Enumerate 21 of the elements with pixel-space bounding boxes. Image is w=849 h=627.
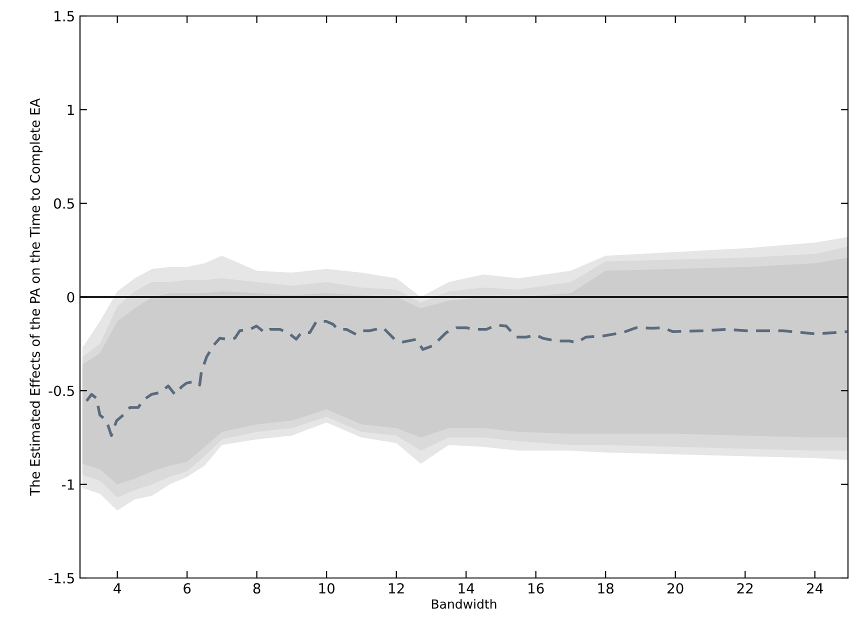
x-tick-label: 18 xyxy=(598,583,614,594)
x-tick-label: 22 xyxy=(737,583,753,594)
x-tick-label: 20 xyxy=(668,583,684,594)
x-tick-label: 14 xyxy=(458,583,474,594)
y-tick-label: 0.5 xyxy=(54,198,74,209)
x-tick-label: 4 xyxy=(114,583,121,594)
x-tick-label: 10 xyxy=(319,583,334,594)
x-tick-label: 16 xyxy=(528,583,544,594)
line-series xyxy=(85,320,848,438)
y-tick-label: 1 xyxy=(68,104,74,115)
y-tick-label: 1.5 xyxy=(54,11,74,22)
y-tick-label: -0.5 xyxy=(48,386,74,396)
x-tick-label: 6 xyxy=(184,583,191,594)
y-tick-label: -1.5 xyxy=(48,573,74,584)
x-tick-label: 12 xyxy=(389,583,404,594)
x-axis-title: Bandwidth xyxy=(432,599,496,609)
x-tick-label: 24 xyxy=(807,583,823,594)
y-tick-label: 0 xyxy=(67,292,74,302)
y-tick-label: -1 xyxy=(62,479,74,490)
y-axis-title: The Estimated Effects of the PA on the Time to Complete EA xyxy=(30,98,42,496)
x-tick-label: 8 xyxy=(253,583,260,594)
